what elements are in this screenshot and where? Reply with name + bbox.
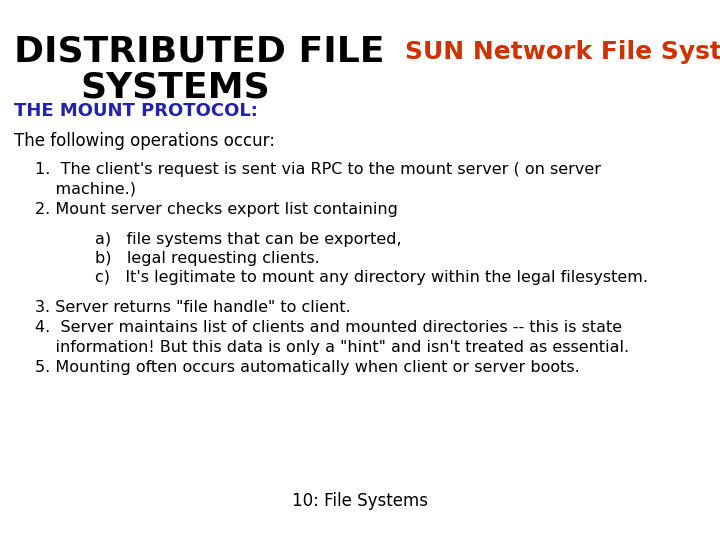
Text: SUN Network File System: SUN Network File System (405, 40, 720, 64)
Text: The following operations occur:: The following operations occur: (14, 132, 275, 150)
Text: DISTRIBUTED FILE: DISTRIBUTED FILE (14, 35, 384, 69)
Text: 10: File Systems: 10: File Systems (292, 492, 428, 510)
Text: 5. Mounting often occurs automatically when client or server boots.: 5. Mounting often occurs automatically w… (35, 360, 580, 375)
Text: 3. Server returns "file handle" to client.: 3. Server returns "file handle" to clien… (35, 300, 351, 315)
Text: 1.  The client's request is sent via RPC to the mount server ( on server: 1. The client's request is sent via RPC … (35, 162, 601, 177)
Text: b)   legal requesting clients.: b) legal requesting clients. (95, 251, 320, 266)
Text: THE MOUNT PROTOCOL:: THE MOUNT PROTOCOL: (14, 102, 258, 120)
Text: information! But this data is only a "hint" and isn't treated as essential.: information! But this data is only a "hi… (35, 340, 629, 355)
Text: 2. Mount server checks export list containing: 2. Mount server checks export list conta… (35, 202, 398, 217)
Text: c)   It's legitimate to mount any directory within the legal filesystem.: c) It's legitimate to mount any director… (95, 270, 648, 285)
Text: machine.): machine.) (35, 182, 136, 197)
Text: a)   file systems that can be exported,: a) file systems that can be exported, (95, 232, 402, 247)
Text: 4.  Server maintains list of clients and mounted directories -- this is state: 4. Server maintains list of clients and … (35, 320, 622, 335)
Text: SYSTEMS: SYSTEMS (80, 70, 270, 104)
